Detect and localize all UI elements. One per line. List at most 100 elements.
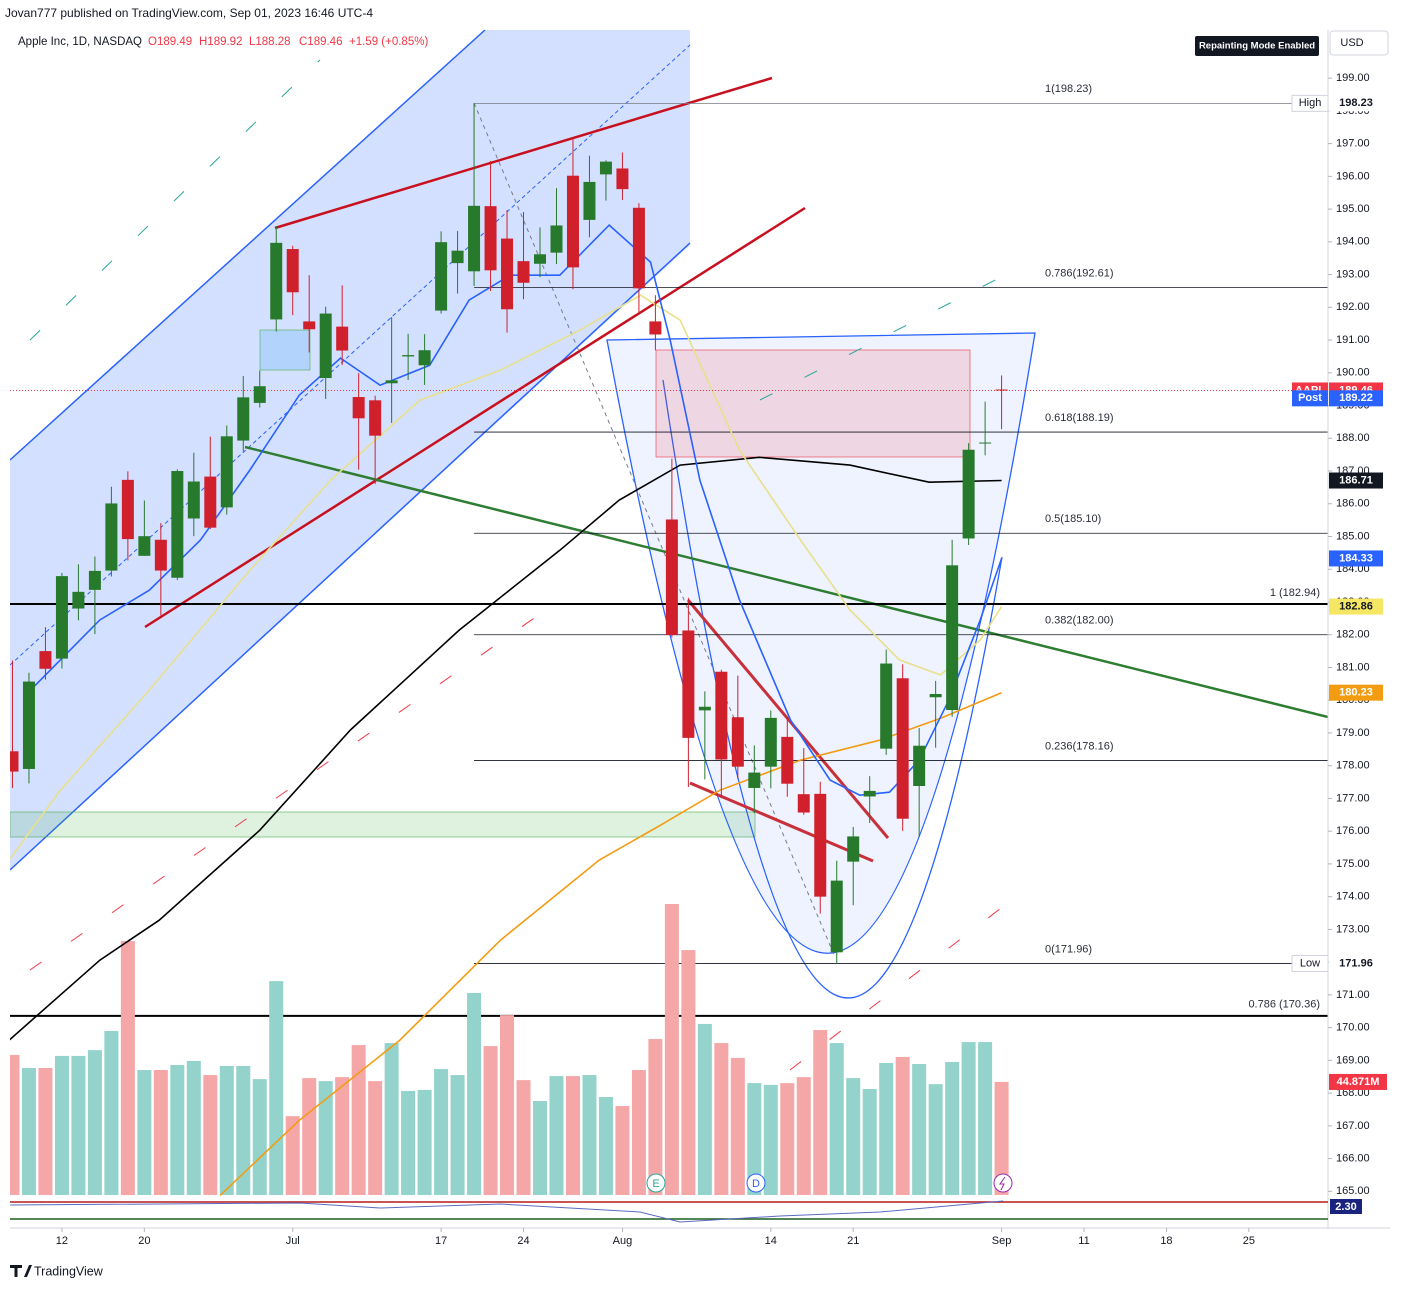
volume-bar bbox=[813, 1029, 828, 1195]
price-badge bbox=[1329, 95, 1383, 112]
candle-body bbox=[665, 519, 678, 636]
y-tick-label: 174.00 bbox=[1336, 891, 1370, 903]
volume-bar bbox=[302, 1078, 317, 1195]
candle-body bbox=[599, 161, 612, 175]
y-tick-label: 182.00 bbox=[1336, 629, 1370, 641]
y-tick-label: 177.00 bbox=[1336, 792, 1370, 804]
candle-body bbox=[929, 693, 942, 698]
x-tick-label: Jul bbox=[286, 1235, 300, 1247]
fib-label: 0.786(192.61) bbox=[1045, 267, 1114, 279]
volume-bar bbox=[71, 1055, 86, 1195]
dashed-projection bbox=[29, 599, 561, 971]
currency-button[interactable]: USD bbox=[1340, 37, 1363, 49]
fib-label: 0.236(178.16) bbox=[1045, 740, 1114, 752]
volume-bar bbox=[912, 1063, 927, 1195]
moving-average bbox=[30, 223, 1003, 797]
y-tick-label: 175.00 bbox=[1336, 858, 1370, 870]
candle-body bbox=[896, 678, 909, 819]
candle-body bbox=[995, 389, 1008, 391]
fib-label: 1(198.23) bbox=[1045, 83, 1092, 95]
candle-body bbox=[847, 836, 860, 862]
fib-label: 0.5(185.10) bbox=[1045, 513, 1101, 525]
y-tick-label: 166.00 bbox=[1336, 1152, 1370, 1164]
y-tick-label: 190.00 bbox=[1336, 367, 1370, 379]
price-badge bbox=[1329, 684, 1383, 701]
fib-label: 0(171.96) bbox=[1045, 943, 1092, 955]
y-tick-label: 194.00 bbox=[1336, 236, 1370, 248]
y-tick-label: 195.00 bbox=[1336, 203, 1370, 215]
channel-fill bbox=[10, 30, 690, 870]
candle-body bbox=[682, 630, 695, 738]
price-badge-label: 189.22 bbox=[1339, 392, 1373, 404]
trend-line bbox=[686, 599, 890, 839]
candle-body bbox=[830, 880, 843, 953]
candle-body bbox=[39, 651, 52, 669]
volume-bar bbox=[252, 1079, 267, 1195]
volume-bar bbox=[549, 1076, 564, 1195]
currency-button-bg[interactable] bbox=[1329, 30, 1389, 56]
horizontal-line-label: 0.786 (170.36) bbox=[1248, 999, 1320, 1011]
candle-body bbox=[369, 400, 382, 436]
volume-bar bbox=[434, 1069, 449, 1195]
volume-bar bbox=[763, 1084, 778, 1195]
candle-body bbox=[632, 207, 645, 289]
horizontal-line-label: 1 (182.94) bbox=[1270, 587, 1320, 599]
zone-box bbox=[10, 811, 756, 838]
volume-bar bbox=[10, 1054, 20, 1195]
x-tick-label: Sep bbox=[992, 1235, 1012, 1247]
y-tick-label: 185.00 bbox=[1336, 530, 1370, 542]
publisher: Jovan777 published on TradingView.com, S… bbox=[5, 6, 373, 20]
candle-body bbox=[468, 205, 481, 272]
y-tick-label: 179.00 bbox=[1336, 727, 1370, 739]
drawings bbox=[10, 30, 1328, 1071]
mode-button-bg[interactable] bbox=[1195, 36, 1319, 56]
indicator-value: 2.30 bbox=[1335, 1201, 1356, 1213]
candle-body bbox=[748, 772, 761, 788]
volume-bar bbox=[269, 981, 284, 1195]
volume-bar bbox=[796, 1077, 811, 1195]
moving-average bbox=[10, 294, 1003, 861]
price-badge-label: 180.23 bbox=[1339, 687, 1373, 699]
volume-bar bbox=[961, 1042, 976, 1195]
candle-body bbox=[649, 321, 662, 335]
mode-button[interactable]: Repainting Mode Enabled bbox=[1199, 41, 1315, 52]
price-badge bbox=[1329, 955, 1383, 972]
x-tick-label: 18 bbox=[1160, 1235, 1172, 1247]
volume-bar bbox=[203, 1075, 218, 1195]
channel-line bbox=[10, 242, 691, 871]
earnings-marker[interactable] bbox=[646, 1173, 666, 1193]
moving-average bbox=[10, 456, 1002, 1041]
symbol: Apple Inc, 1D, NASDAQ bbox=[18, 36, 142, 48]
volume-bar bbox=[170, 1064, 185, 1195]
x-tick-label: Aug bbox=[613, 1235, 633, 1247]
candle-body bbox=[517, 261, 530, 283]
split-marker[interactable] bbox=[993, 1173, 1013, 1193]
dividend-label: D bbox=[752, 1178, 760, 1190]
channel-line bbox=[10, 30, 486, 461]
volume-bar bbox=[664, 904, 679, 1195]
ohlc-close: C189.46 bbox=[299, 36, 342, 48]
volume-bar bbox=[500, 1015, 515, 1195]
volume-bar bbox=[104, 1030, 119, 1195]
candle-body bbox=[187, 481, 200, 519]
x-tick-label: 11 bbox=[1078, 1235, 1089, 1247]
candle-body bbox=[319, 313, 332, 379]
volume-bar bbox=[895, 1056, 910, 1195]
y-tick-label: 170.00 bbox=[1336, 1022, 1370, 1034]
volume-bar bbox=[516, 1080, 531, 1195]
badge-name-bg bbox=[1291, 954, 1329, 972]
y-tick-label: 168.00 bbox=[1336, 1087, 1370, 1099]
channel-mid bbox=[10, 44, 691, 666]
dividend-marker[interactable] bbox=[746, 1173, 766, 1193]
candle-body bbox=[237, 397, 250, 441]
candle-body bbox=[171, 471, 184, 578]
indicator-badge bbox=[1330, 1199, 1362, 1214]
y-tick-label: 188.00 bbox=[1336, 432, 1370, 444]
volume-bar bbox=[351, 1045, 366, 1195]
indicator-line bbox=[9, 1200, 1004, 1223]
earnings-label: E bbox=[652, 1178, 659, 1190]
candle-body bbox=[435, 242, 448, 311]
badge-name: Low bbox=[1300, 957, 1320, 969]
y-tick-label: 196.00 bbox=[1336, 170, 1370, 182]
